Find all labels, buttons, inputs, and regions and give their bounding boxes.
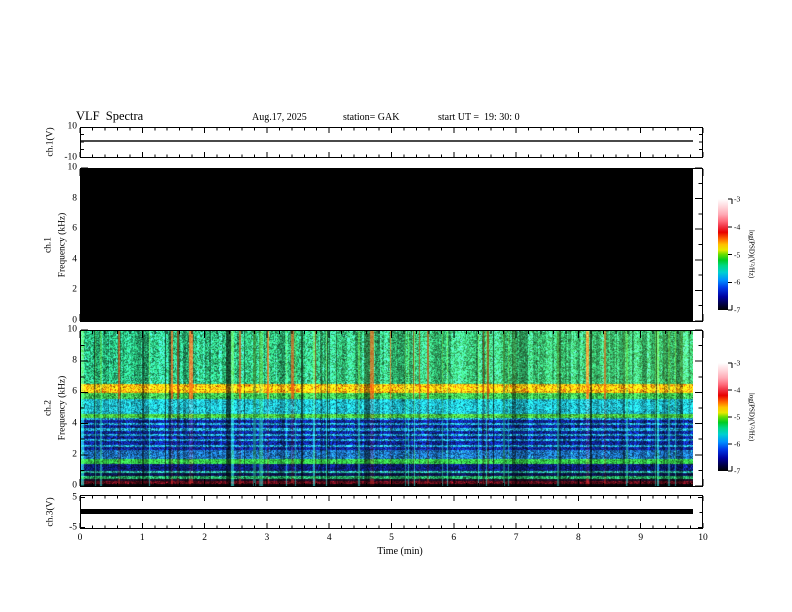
ch2-spectrogram-canvas [81,331,693,486]
colorbar-tick-label: -7 [734,466,741,476]
colorbar-ch1 [718,199,728,310]
ch1-volt-ytick: -10 [64,151,77,162]
colorbar-tick-label: -4 [734,222,741,231]
ch3-volt-ytick: 5 [72,491,77,502]
x-tick-label: 8 [576,533,581,543]
x-tick-label: 0 [77,533,83,543]
ch2-spec-ytick: 0 [72,480,77,491]
ch1-spec-frequency-label: Frequency (kHz) [57,212,68,278]
colorbar-tick-label: -6 [734,439,741,449]
x-tick-label: 7 [513,533,519,543]
colorbar-ch2-title: log(PSD)(V²/Hz) [747,392,756,442]
ch1-spec-ytick: 4 [72,254,77,265]
x-tick-label: 10 [698,533,708,543]
ch1-spec-ytick: 0 [72,315,77,326]
ch1-spec-ytick: 6 [72,223,77,234]
time-axis-label: Time (min) [377,546,423,557]
plot-date: Aug.17, 2025 [252,112,307,123]
ch3-volt-ytick: -5 [69,521,77,532]
ch3-voltage-trace [81,509,693,514]
colorbar-tick-label: -3 [734,194,741,204]
ch1-voltage-trace [81,140,693,142]
ch1-volt-ytick: 10 [67,121,78,132]
colorbar-tick-label: -4 [734,385,741,395]
plot-start-ut: start UT = 19: 30: 0 [438,112,520,123]
ch1-spec-channel-label: ch.1 [43,236,54,254]
ch1-spec-ytick: 8 [72,192,77,203]
ch2-spec-channel-label: ch.2 [43,399,54,417]
ch1-voltage-panel [80,127,703,158]
colorbar-ch1-title: log(PSD)(V²/Hz) [747,229,756,279]
colorbar-tick-label: -5 [734,412,741,422]
ch2-spec-frequency-label: Frequency (kHz) [57,375,68,441]
plot-title: VLF Spectra [76,109,144,123]
ch2-spec-ytick: 8 [72,355,77,366]
x-tick-label: 5 [389,533,394,543]
colorbar-tick-label: -5 [734,249,741,259]
ch1-spec-ytick: 10 [67,162,78,173]
ch1-spec-ytick: 2 [72,284,77,295]
x-tick-label: 2 [202,533,207,543]
ch1-spectrogram-data [81,169,693,321]
colorbar-tick-label: -3 [734,358,741,368]
x-tick-label: 6 [451,533,457,543]
x-tick-label: 1 [139,533,145,543]
colorbar-tick-label: -7 [734,305,741,315]
ch2-spec-ytick: 10 [67,324,78,335]
plot-station: station= GAK [343,112,400,123]
x-tick-label: 9 [638,533,644,543]
ch2-spec-ytick: 6 [72,386,77,397]
x-tick-label: 4 [326,533,332,543]
colorbar-ch2 [718,363,728,471]
colorbar-tick-label: -6 [734,277,741,287]
x-tick-label: 3 [264,533,270,543]
ch2-spec-ytick: 2 [72,449,77,460]
ch2-spec-ytick: 4 [72,417,77,428]
